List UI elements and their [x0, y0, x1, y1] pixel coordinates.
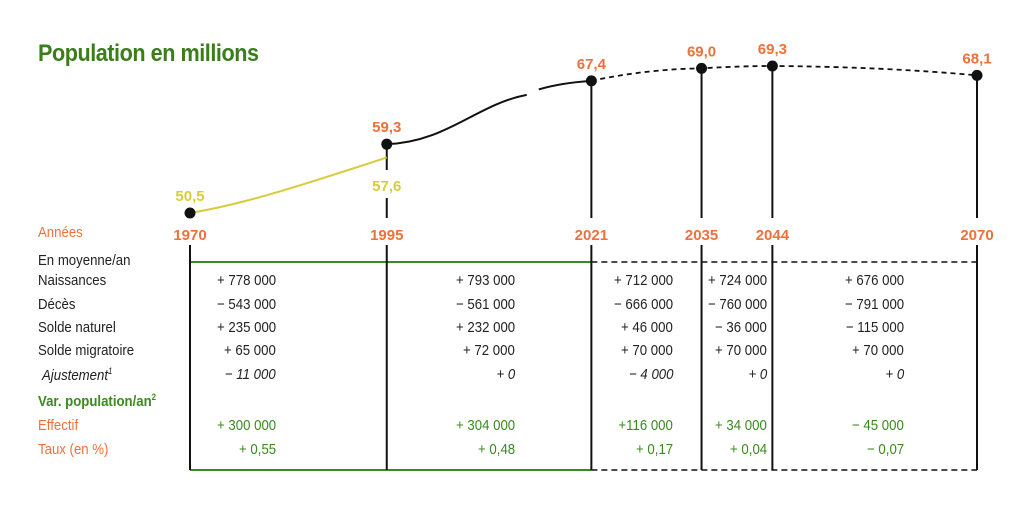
variation-header: Var. population/an2: [38, 392, 157, 410]
table-cell: − 36 000: [715, 319, 767, 336]
data-point: [184, 207, 196, 219]
table-cell: + 676 000: [844, 272, 904, 289]
data-label: 57,6: [372, 178, 401, 195]
table-cell: + 235 000: [216, 319, 276, 336]
data-label: 50,5: [175, 188, 204, 205]
data-point: [971, 69, 983, 81]
x-tick-label: 2044: [756, 227, 790, 244]
series-line-projected: [591, 65, 978, 82]
x-tick-label: 2070: [960, 227, 993, 244]
table-cell: + 65 000: [224, 342, 276, 359]
chart-title: Population en millions: [38, 40, 259, 67]
data-point: [696, 62, 708, 74]
table-cell: + 70 000: [621, 342, 673, 359]
footnote-marker: 2: [151, 392, 157, 402]
data-label: 69,0: [687, 43, 716, 60]
table-cell: + 70 000: [715, 342, 767, 359]
table-cell: + 232 000: [455, 319, 515, 336]
table-cell: + 0,48: [477, 441, 515, 458]
data-point: [381, 138, 393, 150]
table-cell: + 304 000: [455, 417, 515, 434]
data-label: 68,1: [962, 50, 991, 67]
row-label: Naissances: [38, 272, 107, 289]
x-tick-label: 1995: [370, 227, 403, 244]
row-label: Solde naturel: [38, 319, 116, 336]
x-tick-label: 2021: [575, 227, 608, 244]
table-cell: − 666 000: [613, 296, 673, 313]
table-header: En moyenne/an: [38, 252, 131, 269]
table-cell: − 45 000: [852, 417, 904, 434]
x-axis-label: Années: [38, 224, 83, 241]
data-point: [585, 75, 597, 87]
table-cell: + 778 000: [216, 272, 276, 289]
table-cell: + 0,17: [635, 441, 673, 458]
x-tick-label: 1970: [173, 227, 206, 244]
table-cell: + 0,55: [238, 441, 276, 458]
table-cell: + 0,04: [729, 441, 767, 458]
table-cell: − 760 000: [707, 296, 767, 313]
footnote-marker: 1: [108, 366, 113, 376]
table-cell: + 0: [496, 366, 515, 383]
table-cell: − 561 000: [455, 296, 515, 313]
table-cell: + 712 000: [613, 272, 673, 289]
data-label: 67,4: [577, 56, 607, 73]
table-cell: + 46 000: [621, 319, 673, 336]
table-cell: − 115 000: [845, 319, 904, 336]
table-cell: + 793 000: [455, 272, 515, 289]
table-cell: − 543 000: [216, 296, 276, 313]
row-label: Solde migratoire: [38, 342, 135, 359]
row-label: Taux (en %): [38, 441, 109, 458]
row-label: Effectif: [38, 417, 79, 434]
series-line-old: [189, 156, 388, 214]
series-line-observed: [538, 79, 592, 91]
table-cell: + 72 000: [463, 342, 515, 359]
table-cell: + 0: [885, 366, 904, 383]
row-label: Décès: [38, 296, 76, 313]
data-label: 59,3: [372, 119, 401, 136]
table-cell: + 0: [748, 366, 767, 383]
table-cell: − 11 000: [225, 366, 276, 383]
table-cell: + 300 000: [216, 417, 276, 434]
x-tick-label: 2035: [685, 227, 718, 244]
table-cell: − 791 000: [844, 296, 904, 313]
table-cell: − 0,07: [866, 441, 904, 458]
row-label: Ajustement1: [42, 366, 113, 384]
table-cell: + 34 000: [715, 417, 767, 434]
series-line-observed: [386, 93, 527, 146]
table-cell: + 70 000: [852, 342, 904, 359]
data-point: [766, 60, 778, 72]
table-cell: + 724 000: [707, 272, 767, 289]
table-cell: +116 000: [618, 417, 673, 434]
table-cell: − 4 000: [628, 366, 673, 383]
data-label: 69,3: [758, 41, 787, 58]
